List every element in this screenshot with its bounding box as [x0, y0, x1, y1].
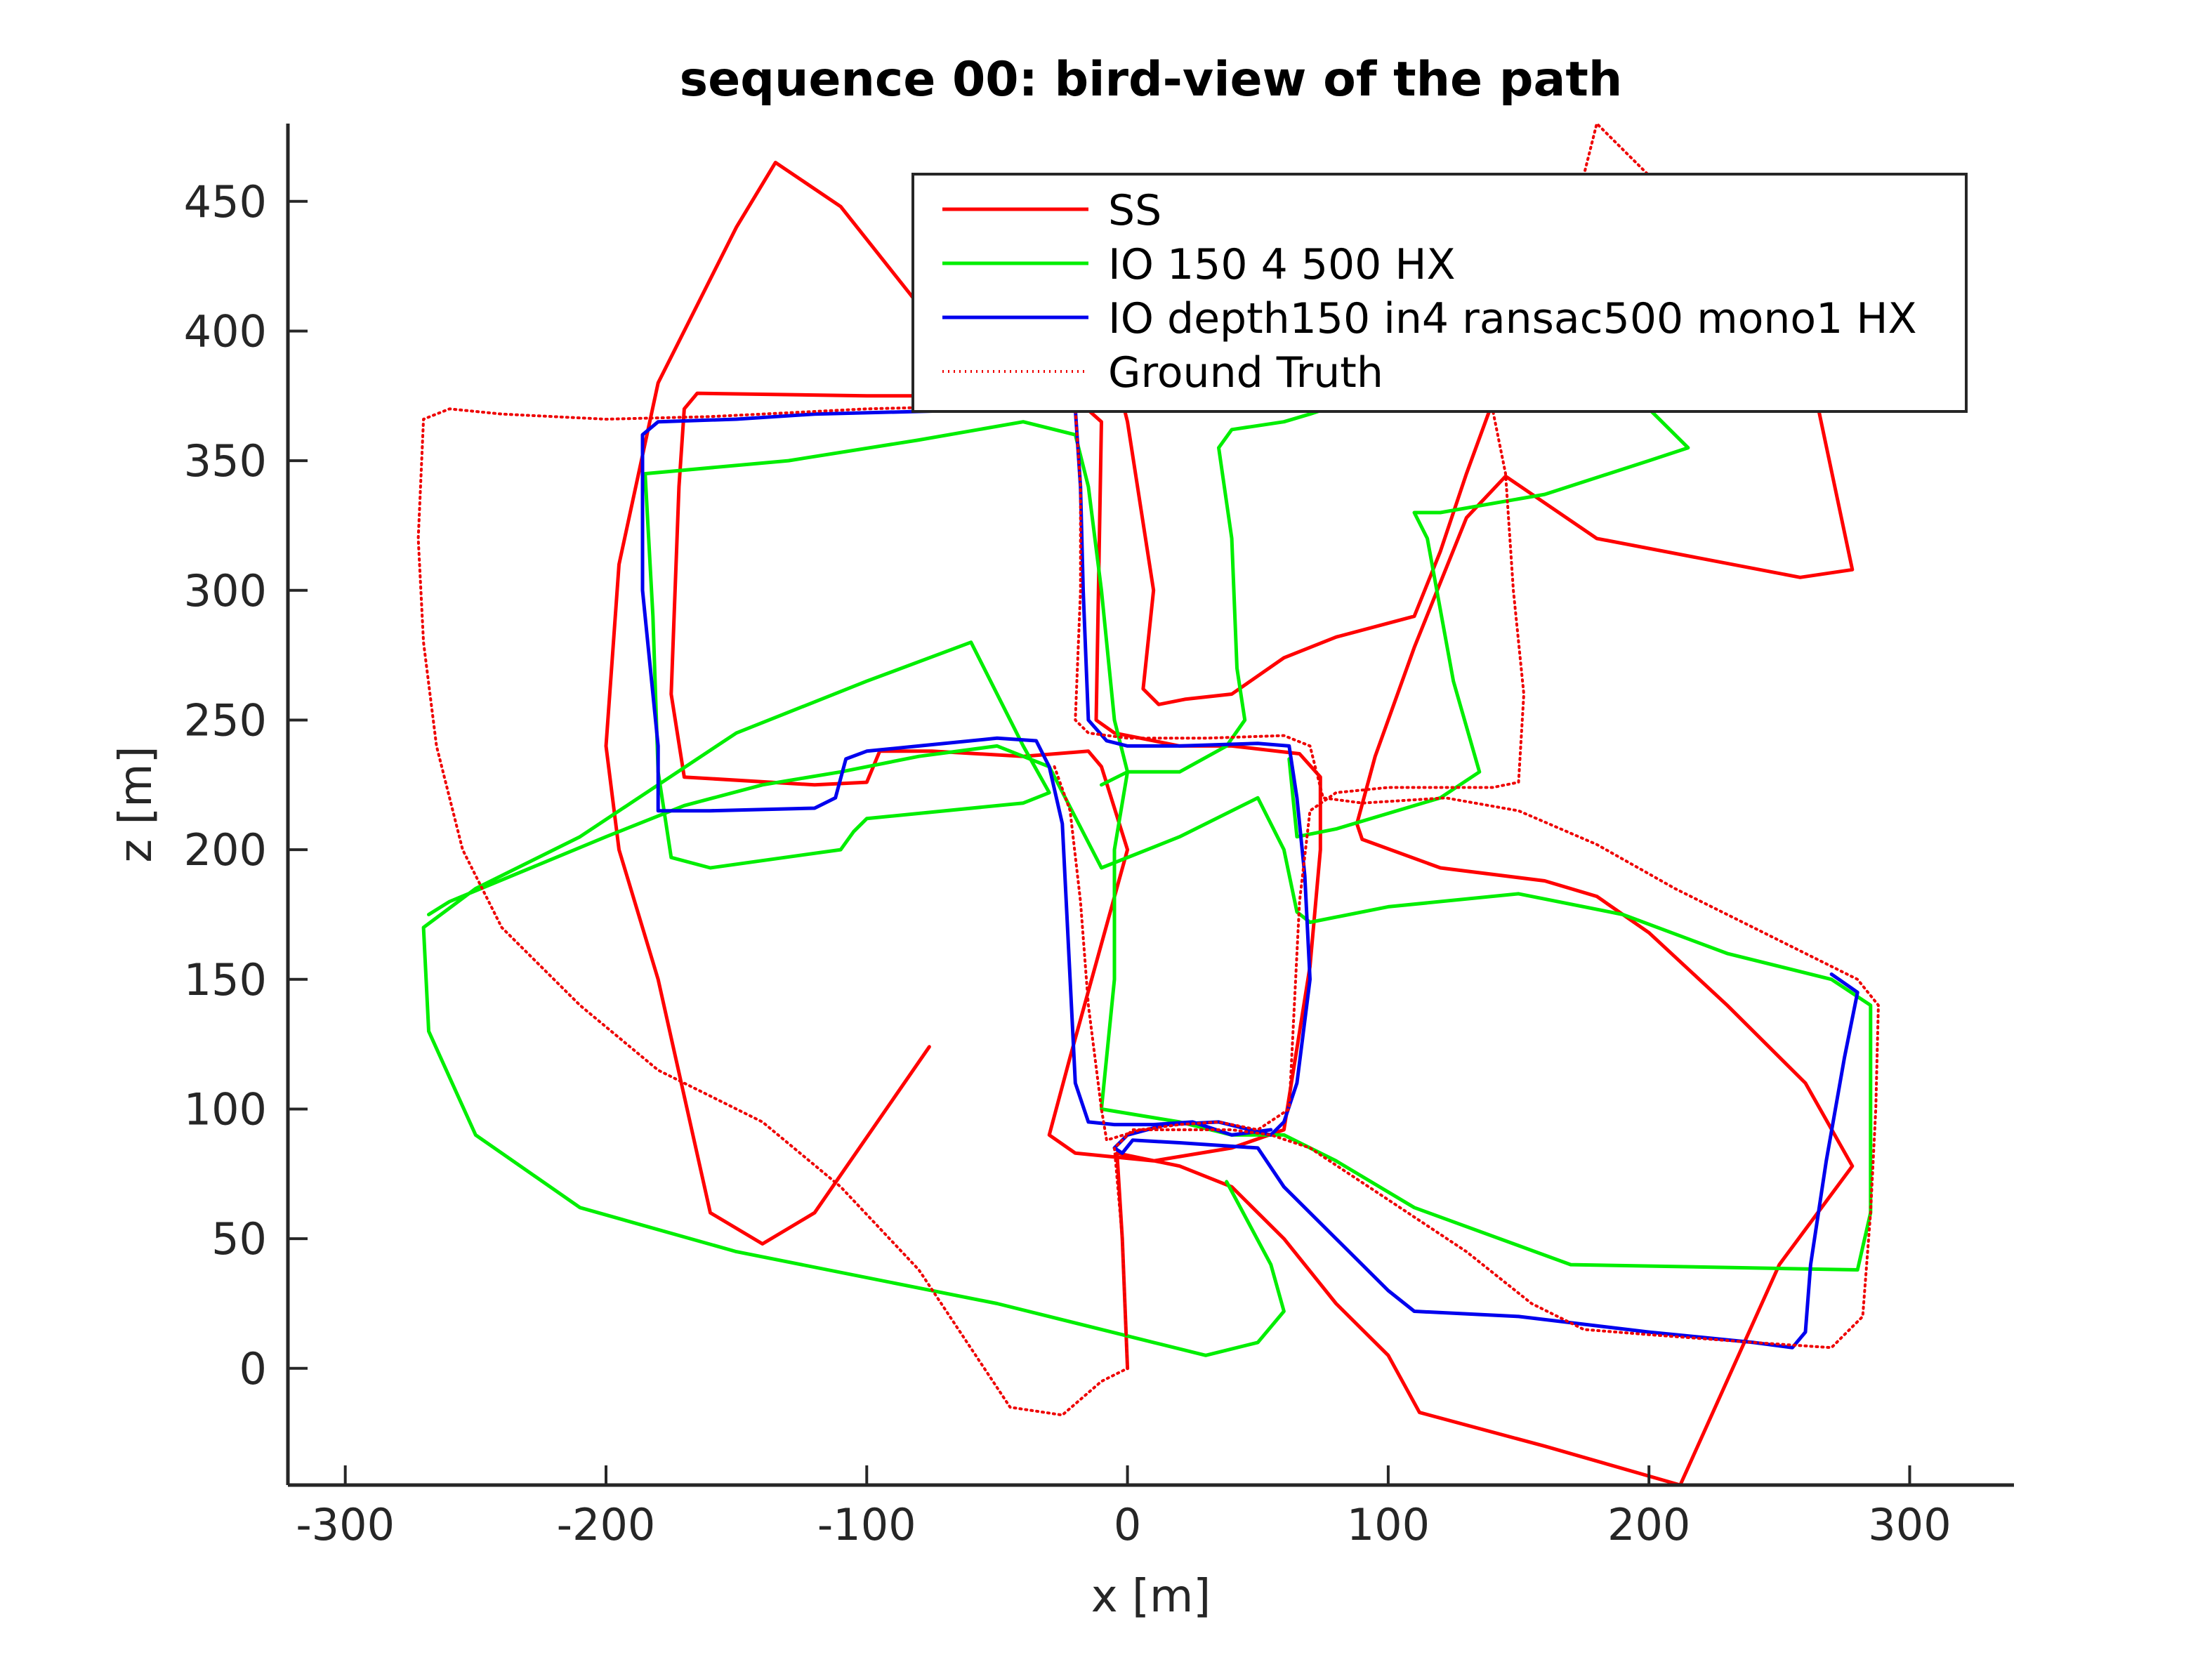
- legend-items: SS IO 150 4 500 HX IO depth150 in4 ransac5…: [942, 186, 1917, 397]
- x-tick-label: 200: [1607, 1499, 1690, 1550]
- y-tick-label: 100: [184, 1083, 267, 1135]
- series-line-6: [1053, 122, 1755, 1142]
- legend-label: SS: [1108, 186, 1161, 235]
- legend: SS IO 150 4 500 HX IO depth150 in4 ransac5…: [911, 173, 1968, 413]
- x-tick-label: 100: [1347, 1499, 1430, 1550]
- x-tick-label: -100: [817, 1499, 916, 1550]
- x-tick-label: 0: [1114, 1499, 1141, 1550]
- y-tick-label: 350: [184, 435, 267, 487]
- axes: -300 -200 -100 0 100 200 300 0 50 100 150 200 250 30…: [184, 124, 2014, 1550]
- y-tick-label: 50: [211, 1213, 267, 1265]
- x-tick-label: 300: [1868, 1499, 1951, 1550]
- x-tick-label: -300: [296, 1499, 395, 1550]
- series-line-4: [640, 407, 1859, 1350]
- legend-label: Ground Truth: [1108, 348, 1383, 397]
- y-tick-label: 150: [184, 954, 267, 1005]
- series-line-5: [416, 404, 1880, 1417]
- y-tick-label: 300: [184, 565, 267, 616]
- legend-label: IO 150 4 500 HX: [1108, 240, 1456, 289]
- y-tick-label: 450: [184, 176, 267, 227]
- x-ticks: -300 -200 -100 0 100 200 300: [296, 1465, 1951, 1550]
- y-axis-label: z [m]: [110, 746, 162, 862]
- y-tick-label: 200: [184, 824, 267, 876]
- series-line-2: [421, 420, 1873, 1357]
- legend-label: IO depth150 in4 ransac500 mono1 HX: [1108, 294, 1917, 343]
- y-tick-label: 250: [184, 694, 267, 746]
- y-tick-label: 0: [239, 1343, 267, 1394]
- y-ticks: 0 50 100 150 200 250 300 350 400 450: [184, 176, 308, 1394]
- legend-box: [911, 173, 1968, 413]
- chart-title: sequence 00: bird-view of the path: [680, 52, 1623, 107]
- x-tick-label: -200: [557, 1499, 656, 1550]
- x-axis-label: x [m]: [1091, 1571, 1211, 1623]
- y-tick-label: 400: [184, 305, 267, 357]
